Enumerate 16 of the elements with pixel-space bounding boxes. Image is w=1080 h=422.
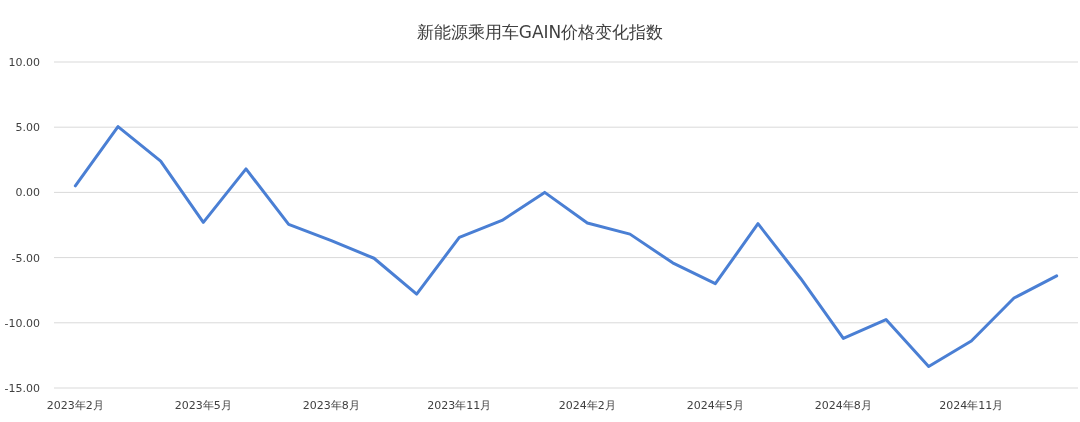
y-tick-label: 10.00 <box>8 56 40 69</box>
x-tick-label: 2023年11月 <box>427 399 492 412</box>
y-tick-label: 0.00 <box>15 186 40 200</box>
x-tick-label: 2024年11月 <box>939 399 1004 412</box>
line-series <box>73 125 1059 368</box>
y-tick-label: -5.00 <box>11 251 40 265</box>
y-tick-label: -15.00 <box>4 382 40 395</box>
y-tick-label: -10.00 <box>4 316 40 330</box>
x-tick-label: 2024年5月 <box>686 399 744 412</box>
chart-title: 新能源乘用车GAIN价格变化指数 <box>416 22 664 42</box>
x-tick-label: 2023年8月 <box>302 399 360 412</box>
x-tick-label: 2023年2月 <box>46 399 104 412</box>
x-tick-label: 2023年5月 <box>174 399 232 412</box>
y-tick-label: 5.00 <box>15 121 40 135</box>
x-tick-label: 2024年2月 <box>558 399 616 412</box>
x-tick-label: 2024年8月 <box>814 399 872 412</box>
